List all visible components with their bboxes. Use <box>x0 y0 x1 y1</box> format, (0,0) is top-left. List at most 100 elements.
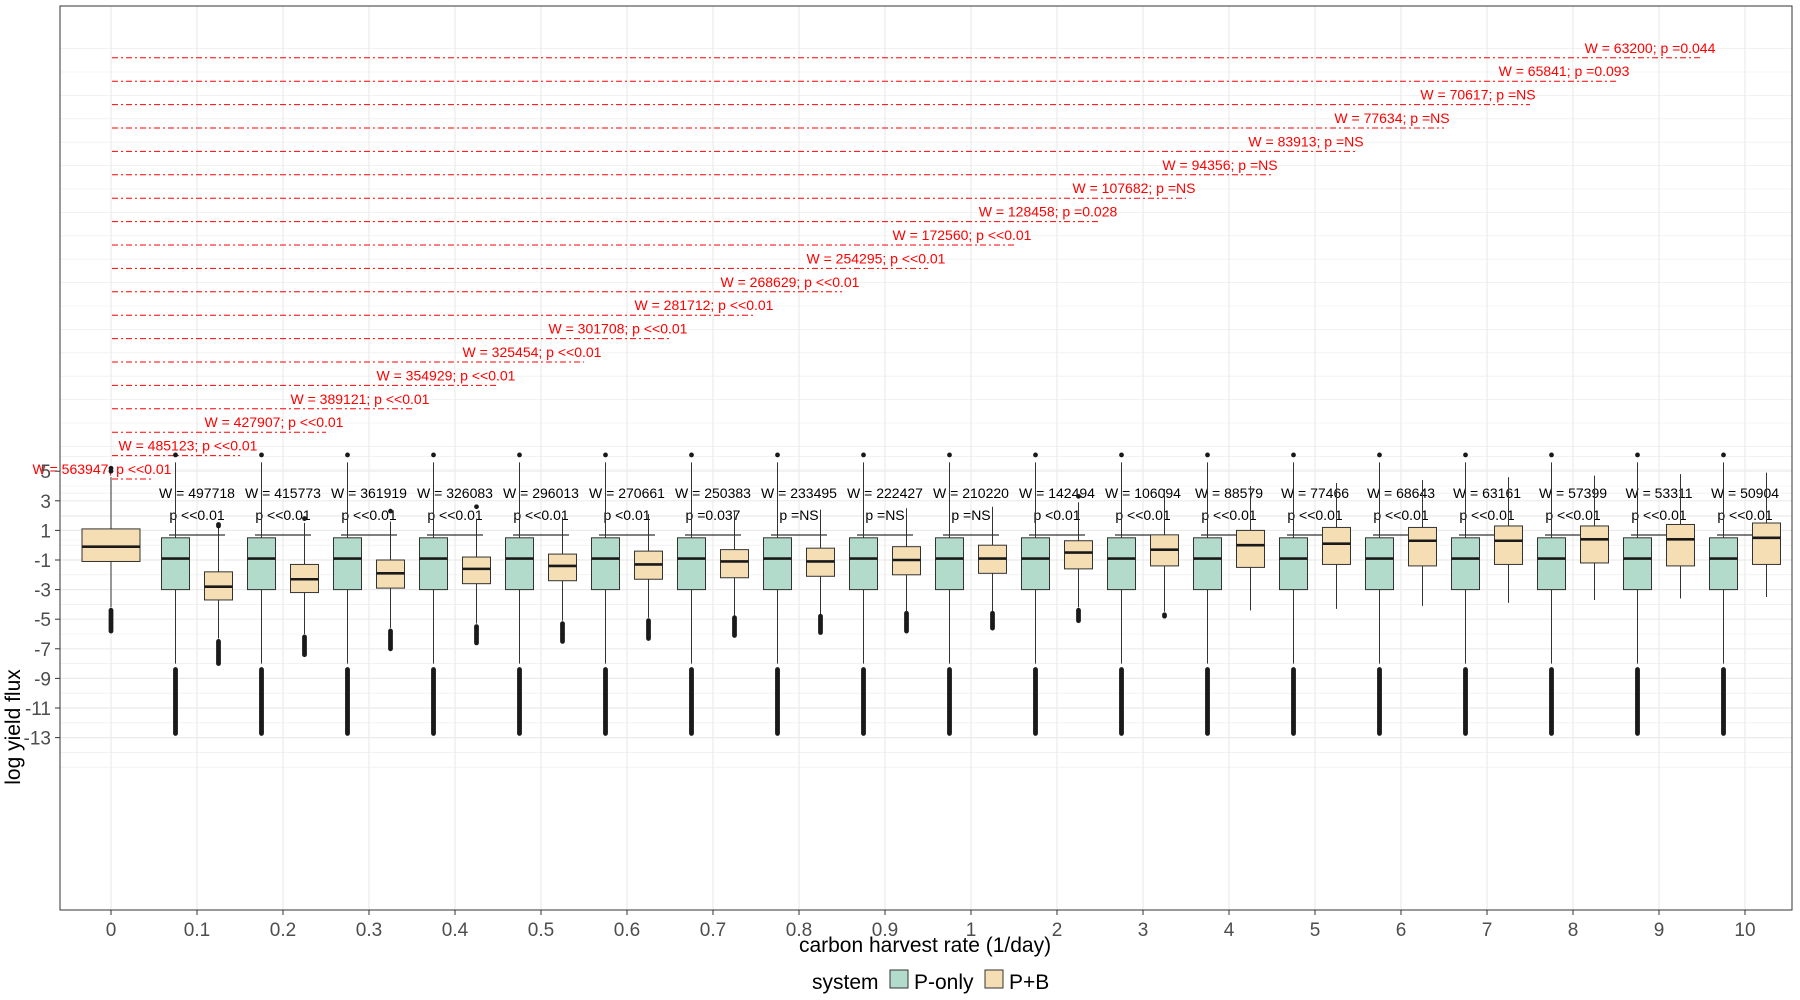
y-axis-title: log yield flux <box>2 669 25 785</box>
outlier-point <box>1162 613 1167 619</box>
y-tick-label: -7 <box>34 640 51 661</box>
box-iqr <box>1752 522 1781 565</box>
pair-p-label: p <<0.01 <box>1545 507 1600 523</box>
box-iqr <box>763 537 792 591</box>
pair-w-label: W = 88579 <box>1195 485 1263 501</box>
x-tick-label: 4 <box>1224 920 1235 941</box>
outlier-point <box>345 452 350 458</box>
vs-zero-label: W = 107682; p =NS <box>1073 180 1196 196</box>
outlier-point <box>1463 452 1468 458</box>
outlier-point <box>1721 731 1726 736</box>
y-tick-label: 5 <box>40 462 51 483</box>
x-tick-label: 6 <box>1396 920 1407 941</box>
outlier-point <box>560 639 565 644</box>
outlier-point <box>216 661 221 666</box>
box-iqr <box>1709 537 1738 591</box>
legend-key-p-b <box>984 969 1004 989</box>
box-iqr <box>505 537 534 591</box>
outlier-point <box>259 452 264 458</box>
outlier-point <box>474 640 479 646</box>
legend: system P-only P+B <box>812 969 1049 994</box>
x-tick-label: 0 <box>106 920 117 941</box>
pair-w-label: W = 233495 <box>761 485 837 501</box>
vs-zero-label: W = 563947; p <<0.01 <box>33 461 172 477</box>
y-tick-label: 1 <box>40 521 51 542</box>
box-iqr <box>161 537 190 591</box>
box-iqr <box>1365 537 1394 591</box>
pair-p-label: p <<0.01 <box>1373 507 1428 523</box>
pair-p-label: p <<0.01 <box>1287 507 1342 523</box>
outlier-point <box>173 731 178 736</box>
x-tick-label: 0.2 <box>270 920 296 941</box>
outlier-point <box>388 646 393 652</box>
pair-w-label: W = 210220 <box>933 485 1009 501</box>
pair-p-label: p <0.01 <box>603 507 650 523</box>
outlier-point <box>775 731 780 736</box>
pair-p-label: p <<0.01 <box>255 507 310 523</box>
box-iqr <box>1107 537 1136 591</box>
x-tick-label: 0.7 <box>700 920 726 941</box>
outlier-point <box>1033 452 1038 458</box>
outlier-point <box>689 452 694 458</box>
outlier-point <box>517 452 522 458</box>
box-iqr <box>720 549 749 579</box>
axes-layer: 5 3 1 -1 -3 -5 -7 -9 -11 -13 0 0.1 0.2 0.3 0.4 0.5 0.6 0.… <box>24 462 1756 941</box>
outlier-point <box>1033 731 1038 736</box>
pair-w-label: W = 142494 <box>1019 485 1095 501</box>
box-iqr <box>935 537 964 591</box>
box-iqr <box>1537 537 1566 591</box>
pair-p-label: p <<0.01 <box>427 507 482 523</box>
grid-layer <box>60 6 1792 910</box>
outlier-point <box>603 731 608 736</box>
box-iqr <box>1064 540 1093 570</box>
outlier-point <box>431 452 436 458</box>
vs-zero-label: W = 389121; p <<0.01 <box>291 391 430 407</box>
vs-zero-annotations: W = 563947; p <<0.01 W = 485123; p <<0.01… <box>33 40 1716 480</box>
pair-w-label: W = 361919 <box>331 485 407 501</box>
pair-w-label: W = 106094 <box>1105 485 1181 501</box>
outlier-point <box>1635 731 1640 736</box>
vs-zero-label: W = 281712; p <<0.01 <box>635 297 774 313</box>
box-iqr <box>1494 525 1523 565</box>
outlier-point <box>861 452 866 458</box>
pair-p-label: p <<0.01 <box>513 507 568 523</box>
box-iqr <box>1021 537 1050 591</box>
pair-p-label: p <<0.01 <box>1631 507 1686 523</box>
outlier-point <box>1377 452 1382 458</box>
pair-w-label: W = 77466 <box>1281 485 1349 501</box>
pair-w-label: W = 270661 <box>589 485 665 501</box>
pair-p-label: p <<0.01 <box>1717 507 1772 523</box>
y-tick-label: -3 <box>34 581 51 602</box>
box-iqr <box>1623 537 1652 591</box>
pair-p-label: p <<0.01 <box>1115 507 1170 523</box>
vs-zero-label: W = 70617; p =NS <box>1420 87 1535 103</box>
outlier-point <box>108 628 114 634</box>
box-iqr <box>333 537 362 591</box>
y-tick-label: -5 <box>34 610 51 631</box>
y-tick-label: 3 <box>40 492 51 513</box>
x-tick-label: 0.8 <box>786 920 812 941</box>
x-tick-label: 7 <box>1482 920 1493 941</box>
y-tick-label: -9 <box>34 669 51 690</box>
box-iqr <box>849 537 878 591</box>
outlier-point <box>1377 731 1382 736</box>
pair-p-label: p =NS <box>779 507 818 523</box>
outlier-point <box>1205 731 1210 736</box>
pair-w-label: W = 50904 <box>1711 485 1779 501</box>
pair-p-label: p <<0.01 <box>169 507 224 523</box>
pair-w-label: W = 222427 <box>847 485 923 501</box>
outlier-point <box>1119 452 1124 458</box>
pair-w-label: W = 497718 <box>159 485 235 501</box>
vs-zero-label: W = 128458; p =0.028 <box>979 204 1118 220</box>
box-iqr <box>419 537 448 591</box>
outlier-point <box>388 508 393 514</box>
pair-w-label: W = 250383 <box>675 485 751 501</box>
vs-zero-label: W = 301708; p <<0.01 <box>549 321 688 337</box>
outlier-point <box>1721 452 1726 458</box>
outlier-point <box>259 731 264 736</box>
vs-zero-label: W = 427907; p <<0.01 <box>205 414 344 430</box>
pair-p-label: p <0.01 <box>1033 507 1080 523</box>
outlier-point <box>1635 452 1640 458</box>
outlier-point <box>302 652 307 658</box>
x-tick-label: 8 <box>1568 920 1579 941</box>
